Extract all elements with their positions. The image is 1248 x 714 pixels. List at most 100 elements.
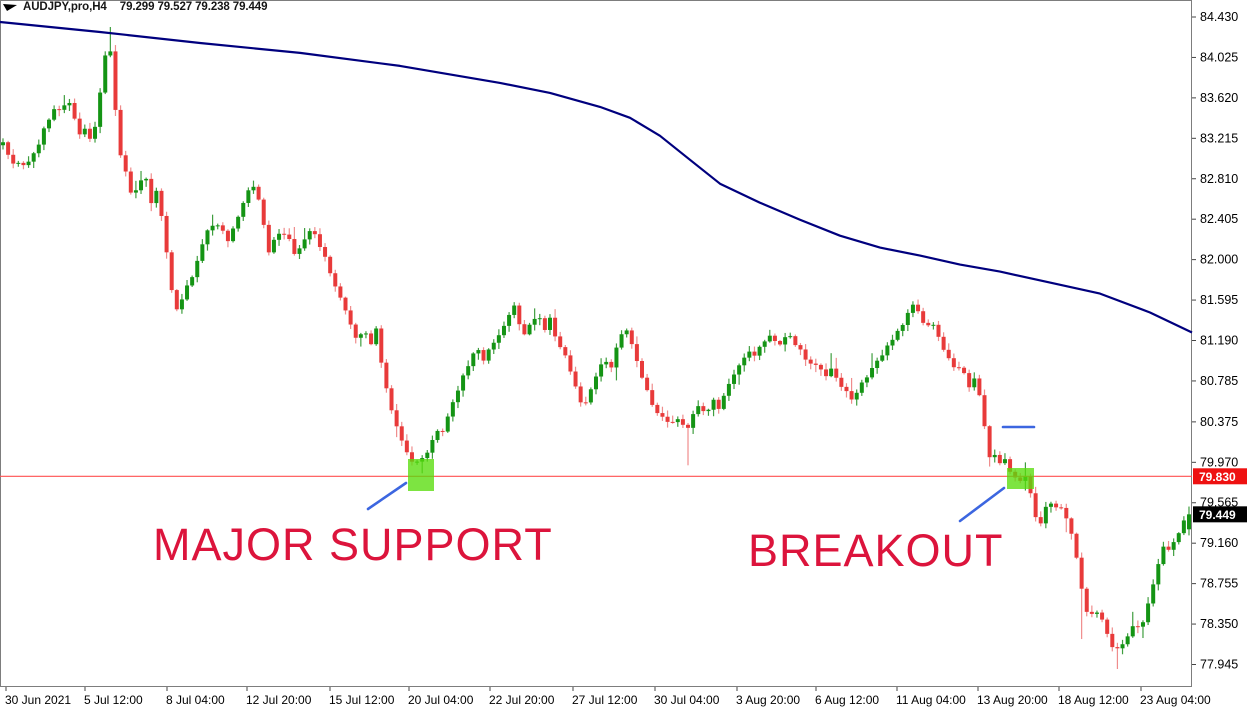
candle-up	[1140, 622, 1145, 627]
candle-up	[455, 390, 460, 403]
candle-down	[379, 328, 384, 363]
candle-down	[159, 190, 164, 216]
hline-price-tag-text: 79.830	[1199, 470, 1236, 484]
x-axis-label: 20 Jul 04:00	[408, 693, 474, 707]
candle-down	[174, 290, 179, 310]
candle-up	[205, 230, 210, 245]
candle-down	[793, 336, 798, 346]
candle-down	[404, 440, 409, 453]
candle-up	[1171, 542, 1176, 550]
x-axis-label: 15 Jul 12:00	[329, 693, 395, 707]
candle-up	[711, 399, 716, 410]
candle-up	[82, 128, 87, 135]
x-axis-label: 13 Aug 20:00	[977, 693, 1048, 707]
candle-down	[517, 305, 522, 325]
candle-down	[169, 252, 174, 291]
candle-down	[282, 233, 287, 235]
candle-up	[532, 318, 537, 325]
candle-up	[491, 342, 496, 350]
candle-up	[910, 304, 915, 313]
candle-up	[36, 144, 41, 154]
candle-up	[931, 324, 936, 326]
candle-down	[72, 102, 77, 119]
pointer-line[interactable]	[958, 486, 1006, 523]
candle-down	[11, 154, 16, 164]
candle-up	[1156, 564, 1161, 585]
candle-down	[716, 399, 721, 409]
y-axis-label: 79.565	[1200, 496, 1238, 510]
candle-down	[583, 402, 588, 404]
candle-up	[880, 355, 885, 361]
candle-up	[179, 299, 184, 310]
candle-down	[670, 421, 675, 423]
candle-down	[323, 247, 328, 257]
candle-down	[399, 426, 404, 441]
candle-down	[312, 231, 317, 235]
candle-down	[629, 330, 634, 345]
y-axis-label: 77.945	[1200, 658, 1238, 672]
candle-down	[481, 350, 486, 361]
candle-up	[1094, 612, 1099, 614]
candle-down	[1105, 619, 1110, 634]
candle-down	[1089, 611, 1094, 614]
candle-up	[200, 244, 205, 261]
candle-down	[256, 186, 261, 200]
y-axis-label: 84.430	[1200, 10, 1238, 24]
candle-up	[471, 353, 476, 367]
candle-up	[870, 368, 875, 378]
candle-down	[149, 178, 154, 204]
chart-title: AUDJPY,pro,H4 79.299 79.527 79.238 79.44…	[3, 1, 267, 13]
hline-price-tag-bg	[1193, 468, 1247, 485]
candle-up	[246, 190, 251, 203]
candle-up	[512, 305, 517, 315]
candle-down	[1008, 459, 1013, 472]
chart-marker-icon	[3, 2, 18, 13]
candle-up	[1125, 636, 1130, 645]
candle-up	[624, 330, 629, 335]
candle-up	[1146, 603, 1151, 623]
candle-down	[1110, 633, 1115, 648]
x-axis-label: 12 Jul 20:00	[246, 693, 312, 707]
chart-symbol-label: AUDJPY,pro,H4	[23, 1, 107, 13]
candle-down	[578, 386, 583, 403]
candle-up	[435, 430, 440, 441]
candle-up	[496, 335, 501, 343]
candle-up	[445, 416, 450, 432]
candle-down	[353, 324, 358, 338]
candle-down	[409, 452, 414, 462]
annotation-text[interactable]: MAJOR SUPPORT	[153, 519, 553, 570]
candle-up	[103, 55, 108, 93]
candle-up	[1161, 546, 1166, 565]
candle-up	[675, 419, 680, 423]
candle-up	[691, 414, 696, 428]
candle-up	[241, 202, 246, 217]
candle-up	[1, 142, 5, 146]
candle-down	[118, 109, 123, 156]
candle-down	[1069, 518, 1074, 534]
highlight-box[interactable]	[408, 459, 434, 491]
annotation-text[interactable]: BREAKOUT	[748, 525, 1004, 576]
candle-down	[261, 199, 266, 225]
candle-down	[916, 304, 921, 312]
candle-up	[1151, 584, 1156, 604]
candle-up	[527, 324, 532, 335]
candle-up	[726, 383, 731, 396]
candle-up	[537, 318, 542, 320]
candle-down	[818, 364, 823, 370]
candle-up	[476, 350, 481, 354]
current-price-tag-bg	[1193, 506, 1247, 523]
candle-down	[824, 369, 829, 377]
y-axis-label: 80.785	[1200, 374, 1238, 388]
y-axis-label: 84.025	[1200, 50, 1238, 64]
candle-up	[706, 409, 711, 412]
candle-down	[1100, 612, 1105, 620]
candle-down	[834, 368, 839, 378]
candle-down	[87, 128, 92, 139]
pointer-line[interactable]	[366, 481, 408, 511]
candle-down	[287, 234, 292, 240]
highlight-box[interactable]	[1007, 468, 1034, 489]
candle-down	[849, 391, 854, 400]
candle-down	[225, 230, 230, 242]
